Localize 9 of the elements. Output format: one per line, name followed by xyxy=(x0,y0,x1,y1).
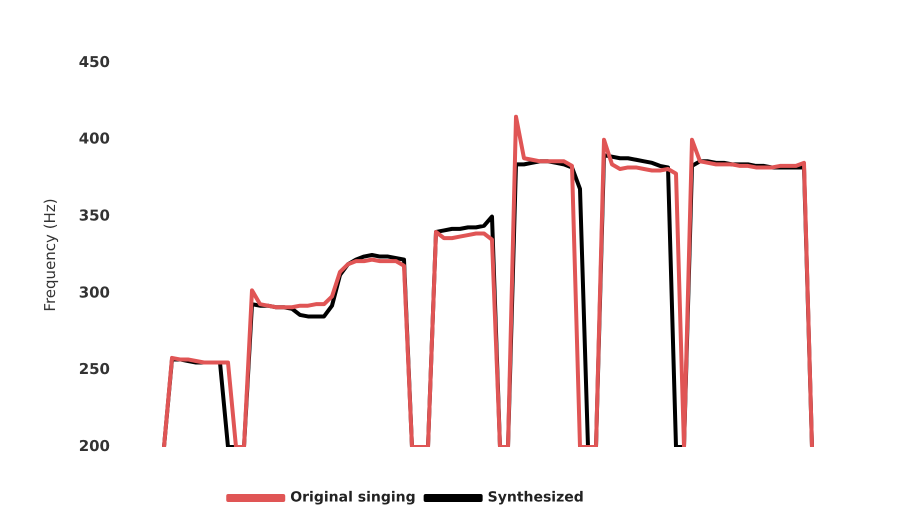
y-tick-label: 450 xyxy=(78,52,110,71)
y-tick-label: 300 xyxy=(78,283,110,302)
y-tick-label: 400 xyxy=(78,130,110,148)
y-tick-label: 250 xyxy=(78,360,110,378)
legend-label: Original singing xyxy=(290,490,416,506)
y-axis-title: Frequency (Hz) xyxy=(40,198,59,312)
y-tick-label: 200 xyxy=(78,436,110,455)
y-tick-label: 350 xyxy=(78,206,110,224)
legend-label: Synthesized xyxy=(488,490,584,506)
